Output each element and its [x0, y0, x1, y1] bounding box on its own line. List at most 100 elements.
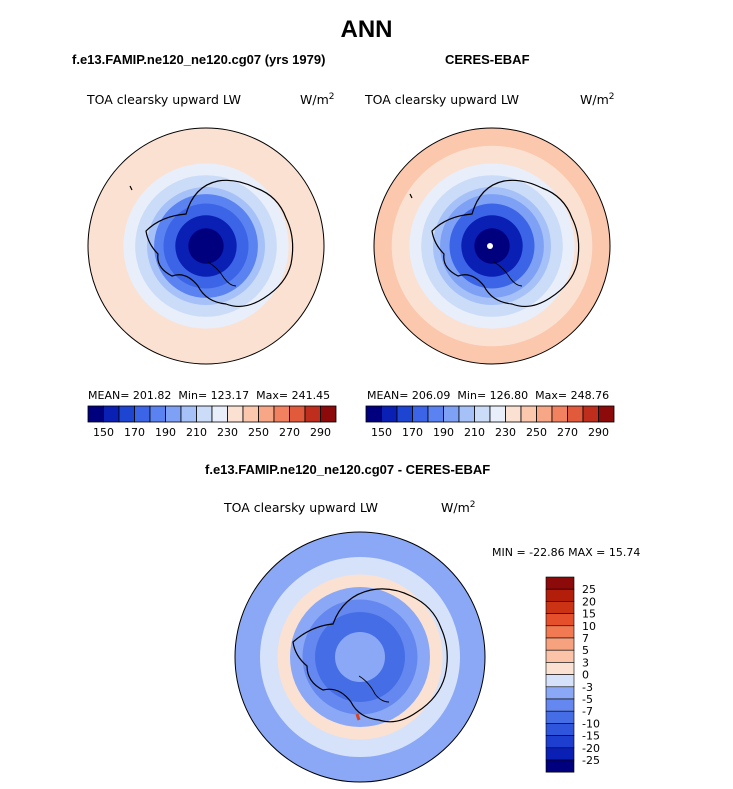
diff-colorbar-box-14	[545, 747, 575, 761]
model-colorbar-box-0	[87, 405, 104, 423]
diff-colorbar-tick-11: 10	[582, 620, 596, 633]
model-ring-8	[188, 228, 224, 264]
diff-colorbar-tick-1: -20	[582, 742, 600, 755]
diff-map	[234, 531, 486, 783]
diff-colorbar-tick-4: -7	[582, 705, 593, 718]
model-units-label: W/m2	[300, 92, 335, 108]
model-map-rings	[88, 128, 324, 364]
model-stats: MEAN= 201.82 Min= 123.17 Max= 241.45	[88, 389, 331, 402]
obs-colorbar-box-3	[412, 405, 429, 423]
model-colorbar-tick-4: 230	[217, 426, 238, 439]
model-colorbar-box-2	[118, 405, 135, 423]
model-colorbar-box-7	[196, 405, 213, 423]
obs-colorbar-box-15	[598, 405, 615, 423]
diff-colorbar-tick-14: 25	[582, 583, 596, 596]
diff-continent-outline	[292, 588, 448, 723]
obs-colorbar-tick-5: 250	[526, 426, 547, 439]
diff-colorbar-tick-3: -10	[582, 717, 600, 730]
model-colorbar-box-9	[227, 405, 244, 423]
diff-colorbar-box-6	[545, 649, 575, 663]
obs-map	[373, 127, 611, 365]
obs-colorbar-box-6	[458, 405, 475, 423]
model-colorbar-box-6	[180, 405, 197, 423]
diff-map-border	[234, 531, 486, 783]
model-colorbar-tick-1: 170	[124, 426, 145, 439]
diff-colorbar-tick-6: -3	[582, 681, 593, 694]
obs-colorbar-box-12	[551, 405, 568, 423]
obs-colorbar-tick-7: 290	[588, 426, 609, 439]
diff-colorbar-tick-9: 5	[582, 644, 589, 657]
obs-colorbar-tick-1: 170	[402, 426, 423, 439]
obs-colorbar-box-13	[567, 405, 584, 423]
model-colorbar-tick-5: 250	[248, 426, 269, 439]
model-colorbar-box-3	[134, 405, 151, 423]
obs-colorbar-tick-4: 230	[495, 426, 516, 439]
model-colorbar-box-12	[273, 405, 290, 423]
diff-units-label: W/m2	[441, 500, 476, 516]
diff-colorbar-box-13	[545, 735, 575, 749]
obs-colorbar-box-8	[489, 405, 506, 423]
obs-colorbar-box-11	[536, 405, 553, 423]
obs-map-border	[373, 127, 611, 365]
diff-colorbar-box-10	[545, 698, 575, 712]
obs-continent-outline	[409, 179, 580, 308]
obs-colorbar-tick-2: 190	[433, 426, 454, 439]
obs-variable-label: TOA clearsky upward LW	[365, 92, 520, 107]
diff-colorbar-box-4	[545, 625, 575, 639]
model-colorbar-box-1	[103, 405, 120, 423]
diff-colorbar-tick-12: 15	[582, 608, 596, 621]
model-colorbar: 150 170 190 210 230 250 270 290	[87, 405, 337, 439]
diff-colorbar-box-2	[545, 601, 575, 614]
diff-colorbar-box-5	[545, 637, 575, 651]
diff-colorbar-tick-8: 3	[582, 656, 589, 669]
obs-colorbar: 150 170 190 210 230 250 270 290	[365, 405, 615, 439]
diff-colorbar-tick-13: 20	[582, 595, 596, 608]
obs-colorbar-tick-0: 150	[371, 426, 392, 439]
diff-colorbar-tick-10: 7	[582, 632, 589, 645]
model-colorbar-box-8	[211, 405, 228, 423]
diff-colorbar-tick-7: 0	[582, 669, 589, 682]
model-colorbar-box-4	[149, 405, 166, 423]
obs-colorbar-box-10	[520, 405, 537, 423]
diff-colorbar-box-3	[545, 613, 575, 627]
obs-colorbar-box-2	[396, 405, 413, 423]
model-panel-header: f.e13.FAMIP.ne120_ne120.cg07 (yrs 1979)	[72, 52, 326, 67]
model-map	[87, 127, 325, 365]
model-colorbar-box-5	[165, 405, 182, 423]
diff-map-rings	[235, 532, 485, 782]
diff-panel-header: f.e13.FAMIP.ne120_ne120.cg07 - CERES-EBA…	[205, 462, 491, 477]
diff-colorbar-tick-5: -5	[582, 693, 593, 706]
diff-variable-label: TOA clearsky upward LW	[224, 500, 379, 515]
diff-ring-6	[335, 632, 385, 682]
obs-colorbar-tick-6: 270	[557, 426, 578, 439]
model-map-border	[87, 127, 325, 365]
diff-colorbar-box-7	[545, 662, 575, 675]
model-colorbar-tick-2: 190	[155, 426, 176, 439]
model-colorbar-box-14	[304, 405, 321, 423]
model-colorbar-box-15	[320, 405, 337, 423]
model-colorbar-tick-3: 210	[186, 426, 207, 439]
obs-colorbar-box-7	[474, 405, 491, 423]
diff-colorbar-tick-2: -15	[582, 730, 600, 743]
diff-minmax: MIN = -22.86 MAX = 15.74	[492, 546, 641, 559]
obs-panel-header: CERES-EBAF	[445, 52, 530, 67]
diff-colorbar-box-15	[545, 759, 575, 773]
model-colorbar-tick-6: 270	[279, 426, 300, 439]
obs-colorbar-box-9	[505, 405, 522, 423]
diff-colorbar-box-11	[545, 710, 575, 724]
model-colorbar-box-13	[289, 405, 306, 423]
diff-colorbar-box-1	[545, 588, 575, 602]
obs-units-label: W/m2	[580, 92, 615, 108]
diff-colorbar-box-9	[545, 686, 575, 700]
obs-stats: MEAN= 206.09 Min= 126.80 Max= 248.76	[367, 389, 610, 402]
obs-colorbar-box-14	[582, 405, 599, 423]
obs-pole-marker	[487, 243, 493, 249]
obs-colorbar-tick-3: 210	[464, 426, 485, 439]
model-colorbar-tick-7: 290	[310, 426, 331, 439]
figure-title: ANN	[340, 16, 393, 43]
model-colorbar-box-11	[258, 405, 275, 423]
diff-colorbar-tick-0: -25	[582, 754, 600, 767]
model-colorbar-box-10	[242, 405, 259, 423]
obs-colorbar-box-1	[381, 405, 398, 423]
